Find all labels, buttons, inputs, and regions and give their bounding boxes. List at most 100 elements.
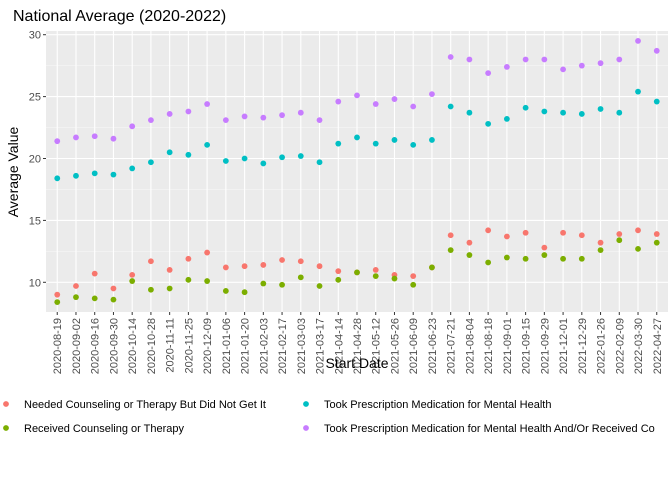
data-point-series-3 — [578, 111, 585, 117]
data-point-series-4 — [73, 134, 79, 141]
data-point-series-4 — [429, 91, 435, 98]
data-point-series-3 — [560, 109, 566, 116]
data-point-series-1 — [485, 227, 492, 234]
data-point-series-1 — [129, 271, 136, 278]
data-point-series-4 — [503, 63, 510, 70]
data-point-series-4 — [335, 98, 342, 105]
data-point-series-1 — [222, 264, 229, 271]
data-point-series-4 — [129, 123, 136, 130]
data-point-series-4 — [560, 66, 566, 73]
data-point-series-3 — [522, 104, 529, 111]
data-point-series-3 — [616, 109, 623, 116]
y-axis-ticks: 10 15 20 25 30 — [29, 30, 46, 289]
chart-title: National Average (2020-2022) — [13, 8, 226, 25]
data-point-series-2 — [91, 295, 98, 302]
data-point-series-2 — [372, 273, 379, 280]
data-point-series-4 — [297, 109, 304, 116]
x-tick-label: 2021-05-26 — [389, 318, 401, 374]
data-point-series-2 — [391, 275, 398, 282]
data-point-series-1 — [653, 231, 660, 237]
x-tick-label: 2021-02-03 — [258, 318, 270, 374]
legend-label-series-1: Needed Counseling or Therapy But Did Not… — [24, 399, 266, 411]
legend-key-series-3 — [303, 401, 309, 407]
data-point-series-4 — [485, 70, 492, 76]
data-point-series-2 — [316, 283, 323, 289]
x-tick-label: 2020-10-14 — [127, 318, 139, 374]
data-point-series-2 — [222, 288, 229, 294]
data-point-series-4 — [635, 38, 641, 44]
legend-key-series-2 — [3, 425, 9, 431]
data-point-series-1 — [279, 257, 285, 263]
data-point-series-3 — [372, 140, 379, 147]
data-point-series-2 — [447, 247, 454, 254]
data-point-series-2 — [560, 255, 566, 262]
data-point-series-4 — [466, 56, 473, 63]
data-point-series-2 — [429, 264, 435, 271]
x-tick-label: 2020-08-19 — [52, 318, 64, 374]
x-tick-label: 2020-09-02 — [71, 318, 83, 374]
x-tick-label: 2020-09-16 — [90, 318, 102, 374]
x-tick-label: 2021-06-09 — [408, 318, 420, 374]
x-tick-label: 2020-10-28 — [146, 318, 158, 374]
data-point-series-2 — [503, 254, 510, 261]
x-tick-label: 2021-01-20 — [240, 318, 252, 374]
data-point-series-1 — [447, 232, 454, 239]
data-point-series-1 — [635, 227, 641, 234]
data-point-series-2 — [578, 255, 585, 262]
data-point-series-3 — [110, 171, 117, 178]
data-point-series-4 — [616, 56, 623, 63]
data-point-series-1 — [91, 270, 98, 277]
data-point-series-4 — [222, 117, 229, 124]
x-tick-label: 2020-11-11 — [165, 318, 177, 373]
data-point-series-2 — [466, 252, 473, 258]
data-point-series-3 — [316, 159, 323, 166]
data-point-series-1 — [54, 291, 61, 298]
x-tick-label: 2021-03-03 — [296, 318, 308, 374]
legend: Needed Counseling or Therapy But Did Not… — [3, 399, 655, 435]
x-tick-label: 2022-01-26 — [596, 318, 608, 374]
data-point-series-1 — [560, 229, 566, 236]
x-tick-label: 2021-09-15 — [521, 318, 533, 374]
y-tick-label: 30 — [29, 30, 41, 42]
data-point-series-3 — [129, 165, 136, 172]
data-point-series-2 — [185, 276, 192, 283]
data-point-series-2 — [129, 278, 136, 284]
x-axis-ticks: 2020-08-19 2020-09-02 2020-09-16 2020-09-30… — [52, 312, 664, 374]
data-point-series-3 — [429, 137, 435, 143]
x-tick-label: 2021-01-06 — [221, 318, 233, 374]
data-point-series-1 — [110, 285, 117, 292]
data-point-series-3 — [297, 153, 304, 159]
data-point-series-4 — [410, 103, 417, 110]
data-point-series-3 — [185, 151, 192, 158]
x-tick-label: 2021-12-01 — [558, 318, 570, 374]
y-tick-label: 25 — [29, 92, 41, 104]
data-point-series-2 — [653, 239, 660, 246]
data-point-series-4 — [391, 96, 398, 102]
data-point-series-2 — [354, 269, 360, 276]
data-point-series-4 — [316, 117, 323, 124]
data-point-series-1 — [335, 268, 342, 275]
data-point-series-1 — [204, 249, 211, 256]
data-point-series-1 — [316, 263, 323, 270]
legend-label-series-4: Took Prescription Medication for Mental … — [324, 423, 655, 435]
legend-key-series-4 — [303, 425, 309, 431]
data-point-series-3 — [503, 115, 510, 122]
data-point-series-4 — [653, 47, 660, 54]
data-point-series-2 — [260, 280, 267, 287]
data-point-series-3 — [222, 158, 229, 164]
x-tick-label: 2021-12-29 — [577, 318, 589, 374]
data-point-series-4 — [110, 135, 117, 142]
data-point-series-4 — [372, 101, 379, 107]
x-tick-label: 2021-09-01 — [502, 318, 514, 374]
data-point-series-4 — [204, 101, 211, 107]
data-point-series-1 — [372, 267, 379, 273]
data-point-series-1 — [503, 233, 510, 240]
data-point-series-4 — [522, 56, 529, 63]
y-tick-label: 15 — [29, 215, 41, 227]
x-tick-label: 2021-07-21 — [446, 318, 458, 374]
data-point-series-2 — [166, 285, 173, 292]
data-point-series-3 — [148, 159, 154, 166]
x-tick-label: 2020-09-30 — [108, 318, 120, 374]
data-point-series-1 — [541, 244, 548, 251]
